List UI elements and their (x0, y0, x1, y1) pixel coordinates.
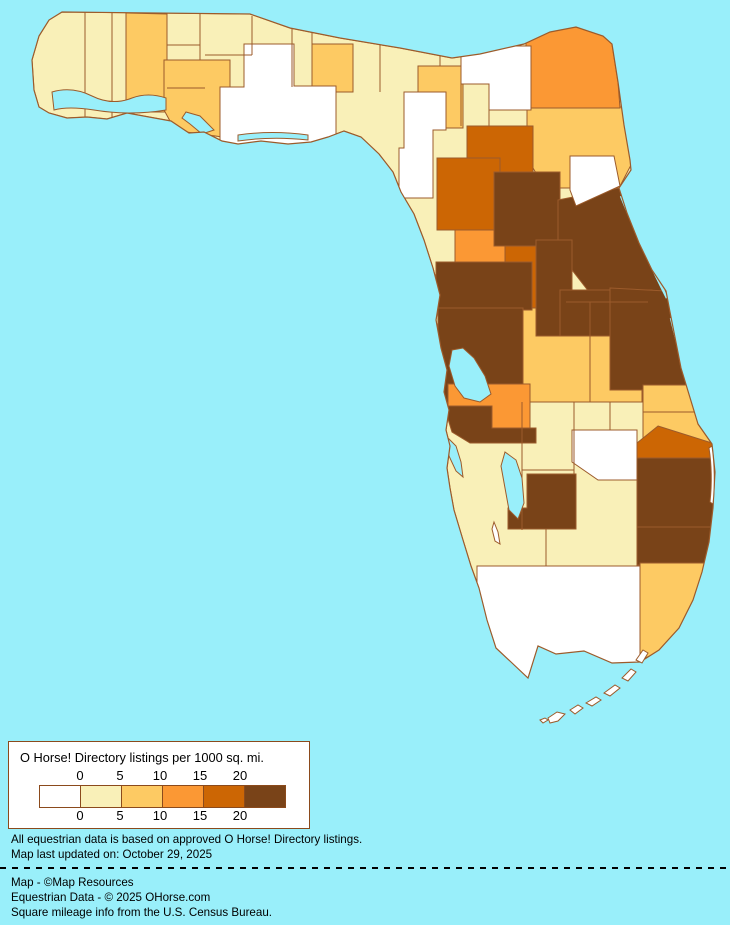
barrier-island (708, 445, 715, 505)
map-credits: Map - ©Map Resources Equestrian Data - ©… (11, 875, 272, 920)
land-layer (32, 12, 715, 678)
dashed-separator (0, 867, 730, 869)
florida-keys-island (539, 717, 549, 724)
legend-swatch (203, 785, 245, 808)
legend-swatches (39, 785, 286, 808)
legend: O Horse! Directory listings per 1000 sq.… (8, 741, 310, 829)
bay-apalachicola (237, 132, 309, 142)
barrier-island (491, 520, 501, 545)
county-region (435, 261, 533, 311)
florida-keys-island (621, 668, 637, 682)
legend-tick: 5 (116, 768, 124, 783)
legend-swatch (121, 785, 163, 808)
florida-keys-island (603, 684, 621, 697)
florida-keys-island (584, 696, 602, 707)
legend-tick: 10 (152, 768, 168, 783)
legend-tick: 0 (76, 808, 84, 823)
bays-layer (51, 89, 525, 520)
note-last-updated: Map last updated on: October 29, 2025 (11, 848, 213, 861)
county-region (398, 91, 447, 199)
bay-charlotte-harbor (500, 451, 525, 520)
legend-tick: 20 (232, 768, 248, 783)
legend-tick: 5 (116, 808, 124, 823)
county-region (443, 405, 537, 444)
legend-swatch (39, 785, 81, 808)
county-region (507, 473, 577, 530)
note-data-source: All equestrian data is based on approved… (11, 833, 363, 846)
florida-keys-island (547, 711, 566, 724)
florida-keys-island (635, 649, 649, 664)
legend-title: O Horse! Directory listings per 1000 sq.… (20, 750, 264, 765)
credit-square-mileage: Square mileage info from the U.S. Census… (11, 906, 272, 919)
county-region (571, 429, 638, 481)
county-region (436, 157, 501, 231)
county-region (311, 43, 354, 93)
legend-tick: 0 (76, 768, 84, 783)
county-region (493, 171, 561, 247)
legend-tick: 15 (192, 768, 208, 783)
map-notes: All equestrian data is based on approved… (11, 832, 362, 862)
credit-map: Map - ©Map Resources (11, 876, 134, 889)
legend-swatch (162, 785, 204, 808)
legend-ticks-top: 0 5 10 15 20 (9, 768, 309, 783)
county-region (636, 526, 712, 566)
county-region (636, 457, 715, 529)
county-region (569, 155, 621, 207)
islands-layer (491, 445, 715, 724)
legend-tick: 10 (152, 808, 168, 823)
florida-keys-island (569, 704, 584, 715)
legend-tick: 20 (232, 808, 248, 823)
florida-coastline (31, 11, 716, 680)
legend-ticks-bottom: 0 5 10 15 20 (9, 808, 309, 823)
credit-equestrian-data: Equestrian Data - © 2025 OHorse.com (11, 891, 211, 904)
legend-tick: 15 (192, 808, 208, 823)
bay-pensacola (51, 89, 167, 114)
legend-swatch (244, 785, 286, 808)
bay-tampa (448, 347, 492, 403)
legend-swatch (80, 785, 122, 808)
